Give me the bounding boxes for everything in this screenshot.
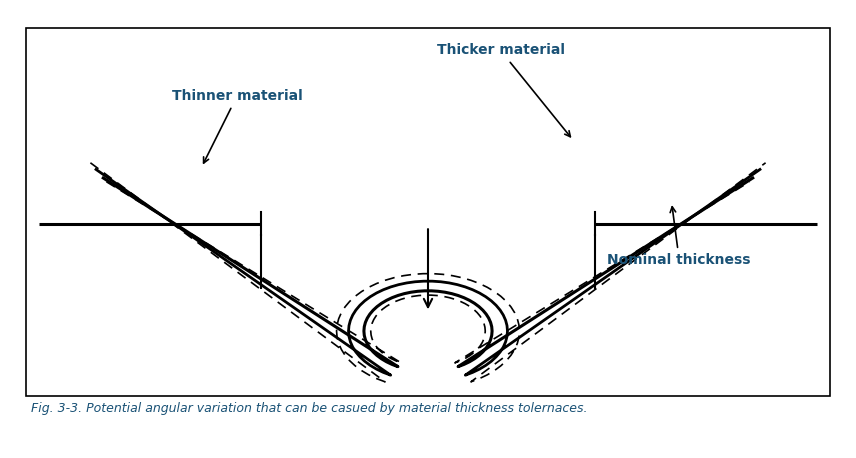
- Text: Thicker material: Thicker material: [437, 44, 570, 137]
- Text: Fig. 3-3. Potential angular variation that can be casued by material thickness t: Fig. 3-3. Potential angular variation th…: [31, 402, 587, 414]
- FancyBboxPatch shape: [27, 27, 829, 396]
- Text: Nominal thickness: Nominal thickness: [608, 207, 751, 267]
- Text: Thinner material: Thinner material: [171, 89, 302, 163]
